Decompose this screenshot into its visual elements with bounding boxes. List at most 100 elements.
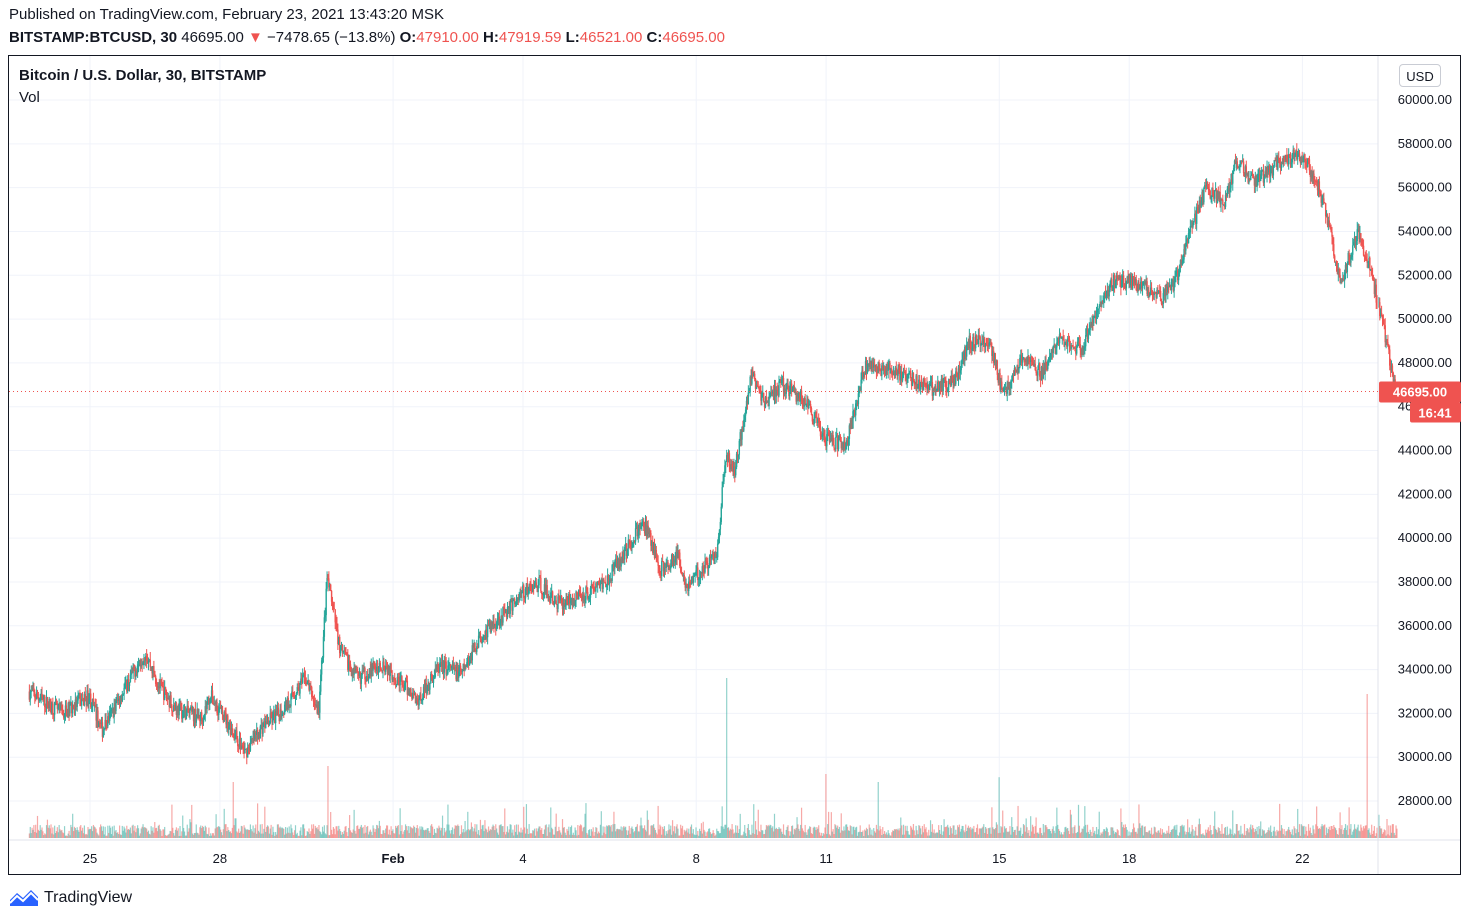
- candle-body: [1038, 363, 1040, 370]
- candle-body: [735, 453, 738, 468]
- candle-body: [1185, 242, 1187, 251]
- candle-body: [802, 404, 805, 407]
- candle-body: [809, 403, 812, 409]
- candle-body: [1275, 160, 1277, 162]
- candlesticks: [28, 143, 1398, 765]
- candle-body: [896, 370, 898, 376]
- candle-body: [576, 591, 578, 593]
- volume-bar: [1085, 824, 1087, 838]
- volume-bar: [939, 833, 942, 838]
- chart-frame[interactable]: [8, 55, 1461, 875]
- candle-body: [1082, 349, 1084, 350]
- candle-body: [1308, 159, 1311, 171]
- candle-body: [462, 663, 464, 671]
- candle-body: [1055, 347, 1057, 349]
- footer-brand[interactable]: TradingView: [9, 888, 132, 908]
- candle-body: [1362, 245, 1365, 256]
- volume-bar: [399, 808, 401, 838]
- volume-bar: [423, 830, 426, 838]
- volume-bar: [1108, 835, 1110, 838]
- volume-bar: [1248, 832, 1250, 838]
- volume-bar: [259, 824, 261, 838]
- volume-bar: [677, 828, 679, 838]
- volume-bar: [185, 835, 187, 838]
- candle-body: [683, 575, 685, 582]
- volume-bar: [1103, 829, 1105, 838]
- volume-bar: [523, 806, 525, 838]
- volume-legend[interactable]: Vol: [19, 89, 40, 106]
- candle-body: [274, 711, 277, 723]
- volume-bar: [1396, 828, 1398, 838]
- volume-bar: [198, 834, 200, 838]
- candle-body: [292, 695, 295, 697]
- volume-bar: [919, 825, 921, 838]
- candle-body: [28, 691, 31, 700]
- candle-body: [693, 575, 695, 577]
- volume-bar: [376, 824, 378, 838]
- volume-bar: [45, 834, 47, 838]
- volume-bar: [530, 833, 532, 838]
- volume-bar: [274, 835, 276, 838]
- volume-bar: [830, 812, 832, 838]
- candle-body: [449, 664, 451, 666]
- candle-body: [220, 706, 223, 709]
- volume-bar: [1076, 832, 1078, 838]
- volume-bar: [643, 828, 645, 838]
- candle-body: [486, 625, 489, 638]
- volume-bar: [973, 825, 975, 838]
- volume-bar: [220, 832, 223, 838]
- volume-bar: [520, 827, 522, 838]
- candle-body: [471, 645, 474, 661]
- candle-body: [1129, 274, 1131, 286]
- candle-body: [815, 413, 817, 417]
- volume-bar: [718, 833, 721, 838]
- volume-bar: [575, 830, 577, 838]
- candle-body: [691, 582, 694, 584]
- candle-body: [851, 420, 853, 429]
- symbol-name: BITSTAMP:BTCUSD, 30: [9, 29, 178, 46]
- volume-bar: [855, 826, 858, 838]
- candle-body: [878, 362, 880, 370]
- candle-body: [310, 685, 312, 688]
- volume-bar: [629, 833, 631, 838]
- volume-bar: [561, 819, 564, 838]
- candle-body: [283, 704, 286, 714]
- volume-bar: [434, 832, 436, 838]
- candle-body: [615, 558, 617, 562]
- currency-button[interactable]: USD: [1399, 64, 1441, 87]
- candle-body: [689, 581, 691, 584]
- candle-body: [111, 709, 114, 711]
- chart-legend-title: Bitcoin / U.S. Dollar, 30, BITSTAMP: [19, 67, 267, 84]
- candle-body: [81, 698, 83, 706]
- volume-bar: [382, 830, 384, 838]
- volume-bar: [257, 830, 260, 838]
- volume-bar: [400, 831, 402, 838]
- volume-bar: [180, 835, 182, 838]
- candle-body: [264, 721, 266, 729]
- volume-bar: [128, 829, 131, 838]
- time-tick-label: 11: [819, 851, 833, 866]
- candle-body: [34, 697, 37, 700]
- candle-body: [128, 682, 131, 686]
- candle-body: [762, 392, 765, 402]
- candle-body: [492, 621, 494, 627]
- candle-body: [31, 690, 33, 692]
- volume-bar: [432, 835, 435, 838]
- volume-bar: [511, 832, 513, 838]
- candle-body: [1060, 338, 1063, 339]
- volume-bar: [1079, 833, 1081, 838]
- volume-bar: [890, 835, 892, 838]
- volume-bar: [540, 830, 542, 838]
- volume-bar: [877, 782, 879, 838]
- volume-bar: [831, 831, 833, 838]
- candle-body: [34, 692, 36, 698]
- volume-bar: [1209, 824, 1211, 838]
- volume-bar: [1218, 828, 1220, 838]
- candle-body: [542, 592, 545, 596]
- candle-body: [1238, 166, 1240, 169]
- candle-body: [464, 665, 466, 670]
- volume-bar: [995, 822, 998, 838]
- volume-bar: [1020, 827, 1022, 838]
- candle-body: [1315, 180, 1317, 182]
